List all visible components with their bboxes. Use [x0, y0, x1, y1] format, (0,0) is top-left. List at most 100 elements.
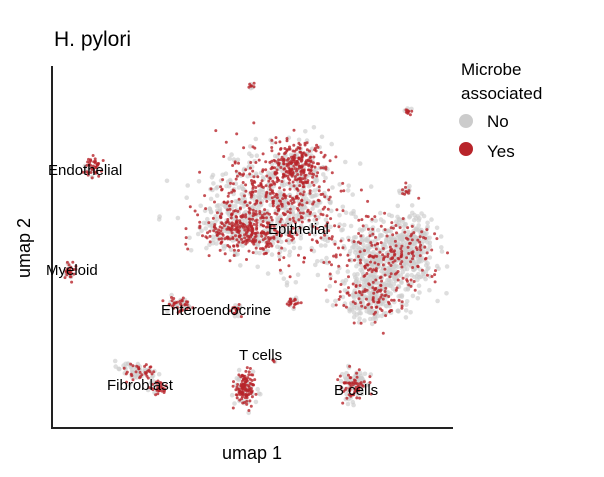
point-associated: [198, 170, 202, 174]
point-associated: [268, 185, 272, 188]
point-associated: [185, 300, 188, 304]
point-not-associated: [362, 294, 368, 299]
point-associated: [278, 268, 282, 272]
point-not-associated: [417, 216, 422, 221]
point-associated: [232, 244, 236, 248]
point-associated: [252, 240, 256, 244]
point-associated: [382, 258, 385, 262]
point-associated: [232, 380, 235, 384]
point-associated: [300, 220, 304, 224]
point-associated: [160, 389, 164, 393]
point-associated: [312, 200, 316, 204]
point-not-associated: [365, 238, 370, 244]
point-associated: [63, 276, 67, 280]
point-not-associated: [258, 391, 263, 397]
point-associated: [401, 188, 404, 192]
point-associated: [211, 216, 215, 220]
point-not-associated: [221, 246, 227, 251]
point-associated: [253, 213, 257, 216]
point-associated: [81, 170, 85, 174]
point-associated: [389, 257, 393, 261]
point-associated: [164, 384, 168, 388]
point-associated: [394, 224, 398, 227]
point-associated: [226, 194, 230, 198]
point-not-associated: [254, 153, 260, 158]
point-not-associated: [223, 171, 229, 176]
point-associated: [296, 146, 300, 150]
point-associated: [352, 393, 356, 397]
point-associated: [222, 155, 226, 158]
point-not-associated: [328, 200, 333, 206]
point-not-associated: [357, 376, 363, 381]
point-associated: [359, 261, 362, 265]
point-associated: [400, 304, 404, 308]
point-associated: [237, 373, 241, 377]
point-not-associated: [311, 168, 317, 174]
point-associated: [311, 225, 315, 228]
point-associated: [420, 268, 424, 272]
point-associated: [248, 172, 252, 176]
point-associated: [226, 218, 230, 221]
point-associated: [269, 236, 273, 240]
point-associated: [237, 249, 240, 252]
point-associated: [207, 221, 211, 225]
point-associated: [293, 178, 297, 181]
point-associated: [366, 263, 370, 267]
point-associated: [248, 367, 252, 370]
point-not-associated: [330, 303, 336, 308]
point-associated: [406, 245, 410, 249]
point-associated: [241, 181, 245, 184]
point-not-associated: [345, 188, 351, 193]
point-associated: [249, 84, 253, 88]
point-associated: [434, 269, 437, 273]
point-associated: [304, 181, 308, 184]
point-not-associated: [196, 179, 202, 184]
point-associated: [297, 156, 301, 160]
point-associated: [380, 309, 384, 312]
point-associated: [401, 192, 405, 196]
point-associated: [283, 223, 287, 227]
point-not-associated: [427, 243, 433, 249]
point-associated: [360, 218, 364, 222]
point-associated: [395, 286, 399, 290]
point-associated: [379, 295, 383, 299]
point-associated: [330, 263, 333, 267]
point-not-associated: [287, 249, 293, 255]
point-associated: [244, 369, 248, 373]
point-associated: [264, 225, 268, 229]
point-associated: [221, 233, 225, 237]
point-associated: [344, 305, 348, 309]
point-not-associated: [324, 255, 329, 261]
point-associated: [250, 179, 253, 182]
point-associated: [316, 198, 320, 202]
point-associated: [245, 393, 249, 397]
point-associated: [356, 240, 360, 244]
point-associated: [271, 358, 275, 362]
point-not-associated: [229, 152, 234, 157]
point-associated: [348, 364, 352, 368]
point-associated: [288, 234, 292, 238]
point-not-associated: [354, 312, 360, 317]
point-not-associated: [357, 316, 362, 321]
point-associated: [198, 220, 202, 224]
point-not-associated: [427, 240, 433, 245]
point-associated: [231, 384, 235, 388]
point-not-associated: [373, 218, 379, 223]
point-not-associated: [425, 247, 431, 253]
point-associated: [291, 216, 295, 220]
point-associated: [67, 263, 71, 267]
point-associated: [219, 215, 223, 219]
point-associated: [409, 260, 413, 264]
point-associated: [290, 167, 294, 171]
point-associated: [259, 181, 263, 185]
point-associated: [269, 224, 273, 227]
point-not-associated: [342, 222, 347, 228]
point-associated: [292, 200, 296, 204]
point-associated: [85, 163, 89, 167]
point-not-associated: [439, 249, 445, 254]
point-associated: [279, 217, 283, 221]
point-associated: [175, 306, 179, 310]
point-associated: [242, 172, 246, 176]
point-not-associated: [361, 242, 366, 248]
point-not-associated: [444, 291, 449, 296]
